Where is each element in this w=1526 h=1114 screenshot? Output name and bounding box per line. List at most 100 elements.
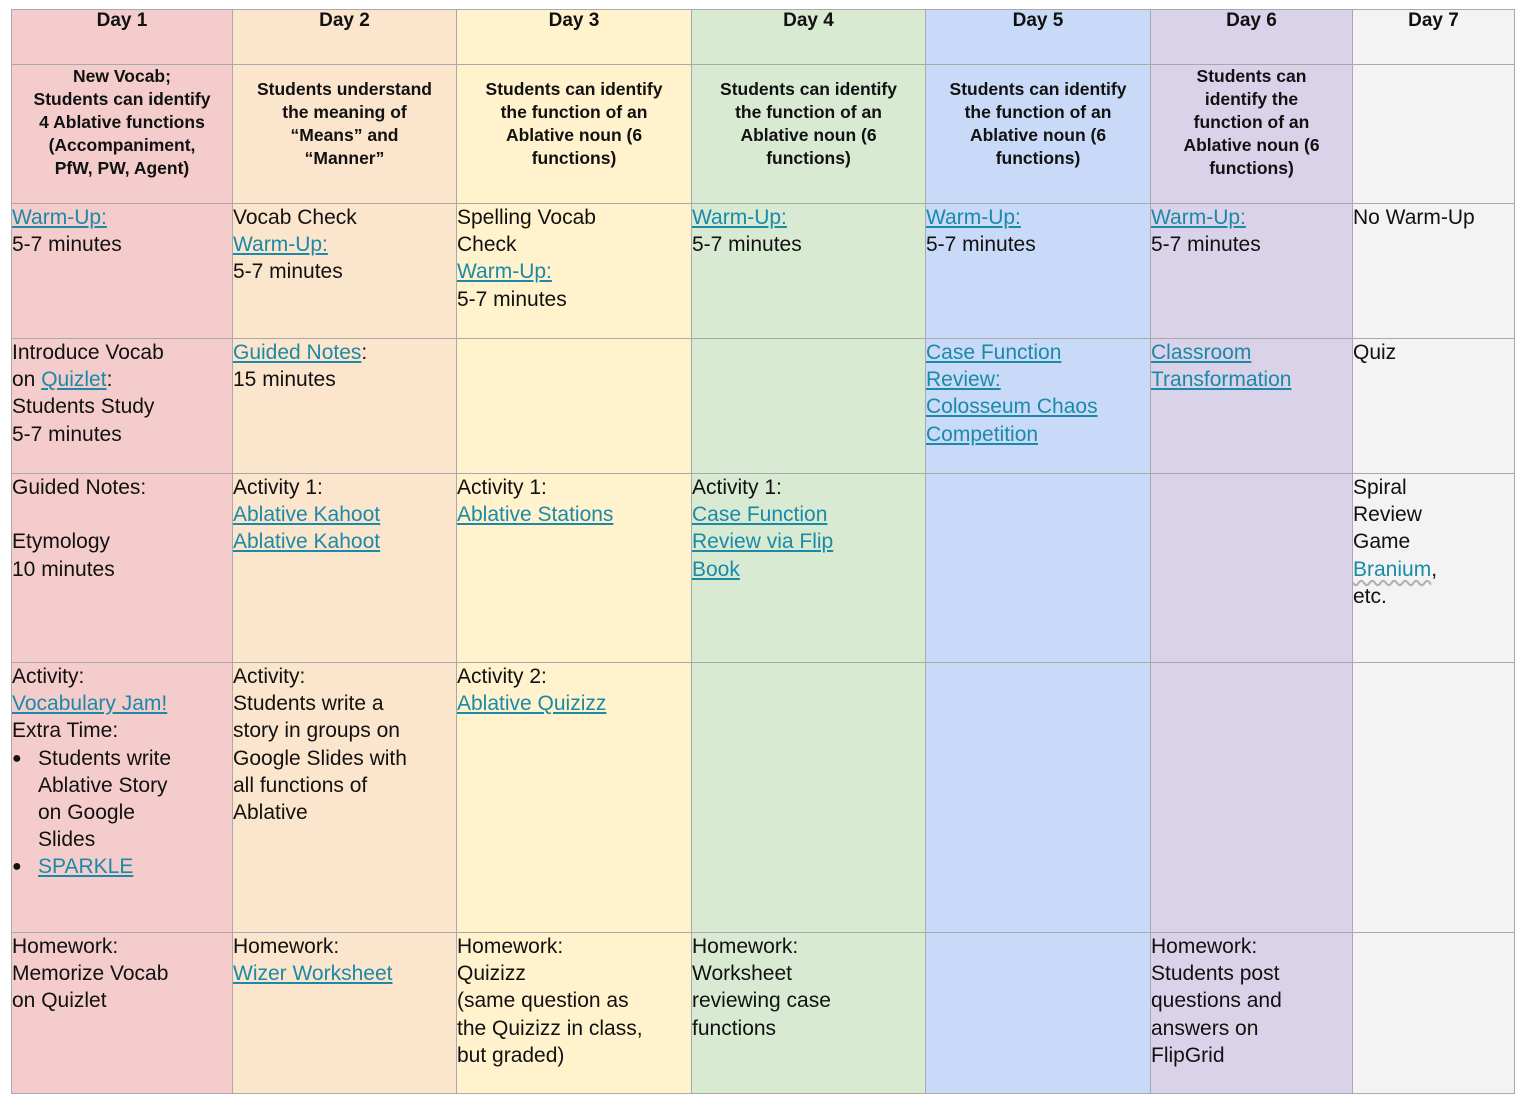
homework-text: answers on — [1151, 1016, 1259, 1040]
homework-text: reviewing case — [692, 989, 831, 1013]
ablative-kahoot-link[interactable]: Ablative Kahoot — [233, 503, 381, 527]
objective-line: Students can identify — [720, 79, 897, 99]
lesson-cell: Activity 1: Case Function Review via Fli… — [691, 473, 926, 663]
homework-text: Quizizz — [457, 962, 526, 986]
warmup-link[interactable]: Warm-Up: — [233, 233, 328, 257]
lesson-text: Spiral — [1353, 476, 1407, 499]
warmup-link[interactable]: Warm-Up: — [692, 206, 787, 229]
lesson-text: all functions of — [233, 773, 368, 797]
lesson-cell: Introduce Vocab on Quizlet: Students Stu… — [11, 338, 233, 474]
quizlet-link[interactable]: Quizlet — [41, 368, 107, 392]
lesson-text: Activity 2: — [457, 665, 547, 688]
flip-book-link[interactable]: Review via Flip — [692, 530, 834, 554]
ablative-quizizz-link[interactable]: Ablative Quizizz — [457, 692, 607, 716]
warmup-cell: Warm-Up: 5-7 minutes — [691, 203, 926, 339]
warmup-cell: Vocab Check Warm-Up: 5-7 minutes — [232, 203, 457, 339]
lesson-text-colon: : — [361, 341, 368, 364]
vocabulary-jam-link[interactable]: Vocabulary Jam! — [12, 692, 168, 716]
classroom-transformation-link[interactable]: Classroom — [1151, 341, 1252, 364]
sparkle-link[interactable]: SPARKLE — [38, 855, 134, 879]
ablative-stations-link[interactable]: Ablative Stations — [457, 503, 614, 527]
homework-text: Memorize Vocab — [12, 962, 169, 986]
lesson-cell: Case Function Review: Colosseum Chaos Co… — [925, 338, 1151, 474]
warmup-time: 5-7 minutes — [926, 233, 1036, 257]
lesson-cell: Guided Notes: Etymology 10 minutes — [11, 473, 233, 663]
flip-book-link[interactable]: Case Function — [692, 503, 828, 527]
lesson-cell-empty — [691, 338, 926, 474]
lesson-plan-table: Day 1 Day 2 Day 3 Day 4 Day 5 Day 6 Day … — [11, 9, 1515, 1094]
homework-text: Worksheet — [692, 962, 793, 986]
lesson-text: 15 minutes — [233, 368, 336, 392]
colosseum-chaos-link[interactable]: Competition — [926, 422, 1039, 446]
colosseum-chaos-link[interactable]: Case Function — [926, 341, 1062, 364]
lesson-cell-empty — [456, 338, 692, 474]
day-header: Day 1 — [11, 9, 233, 65]
homework-text: on Quizlet — [12, 989, 107, 1013]
homework-cell: Homework: Quizizz (same question as the … — [456, 932, 692, 1094]
objective-cell: New Vocab; Students can identify 4 Ablat… — [11, 64, 233, 204]
warmup-link[interactable]: Warm-Up: — [12, 206, 107, 229]
homework-cell: Homework: Students post questions and an… — [1150, 932, 1353, 1094]
objective-line: the meaning of — [282, 102, 407, 122]
lesson-text: Activity: — [233, 665, 306, 688]
guided-notes-link[interactable]: Guided Notes — [233, 341, 362, 364]
lesson-text: Students write — [38, 746, 172, 770]
list-item: Students write Ablative Story on Google … — [13, 745, 232, 854]
colosseum-chaos-link[interactable]: Review: — [926, 368, 1001, 392]
lesson-cell: Spiral Review Game Branium, etc. — [1352, 473, 1515, 663]
objective-line: “Means” and — [290, 125, 399, 145]
homework-text: the Quizizz in class, — [457, 1016, 643, 1040]
warmup-link[interactable]: Warm-Up: — [457, 260, 552, 284]
homework-label: Homework: — [1151, 935, 1258, 958]
warmup-cell: Warm-Up: 5-7 minutes — [1150, 203, 1353, 339]
warmup-link[interactable]: Warm-Up: — [1151, 206, 1246, 229]
classroom-transformation-link[interactable]: Transformation — [1151, 368, 1292, 392]
day-header: Day 4 — [691, 9, 926, 65]
lesson-cell-empty — [1150, 473, 1353, 663]
warmup-link[interactable]: Warm-Up: — [926, 206, 1021, 229]
lesson-text: Slides — [38, 828, 96, 852]
objective-cell: Students can identify the function of an… — [456, 64, 692, 204]
warmup-cell: No Warm-Up — [1352, 203, 1515, 339]
objective-line: New Vocab; — [73, 66, 171, 86]
objective-line: Ablative noun (6 — [505, 125, 643, 145]
objective-line: function of an — [1193, 112, 1310, 132]
ablative-kahoot-link[interactable]: Ablative Kahoot — [233, 530, 381, 554]
homework-label: Homework: — [692, 935, 799, 958]
lesson-text-on: on — [12, 368, 42, 392]
objective-line: the function of an — [964, 102, 1112, 122]
homework-label: Homework: — [12, 935, 119, 958]
branium-link[interactable]: Branium — [1353, 557, 1432, 581]
objective-line: Students can identify — [33, 89, 211, 109]
warmup-time: 5-7 minutes — [692, 233, 802, 257]
objective-cell: Students can identify the function of an… — [925, 64, 1151, 204]
lesson-text: etc. — [1353, 584, 1387, 608]
quiz-text: Quiz — [1353, 341, 1397, 364]
warmup-time: 5-7 minutes — [12, 233, 122, 257]
objective-line: functions) — [531, 148, 617, 168]
objective-line: “Manner” — [304, 148, 385, 168]
colosseum-chaos-link[interactable]: Colosseum Chaos — [926, 395, 1098, 419]
objective-line: 4 Ablative functions — [39, 112, 205, 132]
homework-cell: Homework: Wizer Worksheet — [232, 932, 457, 1094]
objective-line: functions) — [766, 148, 851, 168]
homework-label: Homework: — [457, 935, 564, 958]
no-warmup-text: No Warm-Up — [1353, 206, 1475, 229]
day-header: Day 3 — [456, 9, 692, 65]
warmup-cell: Warm-Up: 5-7 minutes — [11, 203, 233, 339]
objective-line: Ablative noun (6 — [740, 125, 877, 145]
objective-line: Students can identify — [485, 79, 663, 99]
objective-line: Students understand — [256, 79, 432, 99]
warmup-time: 5-7 minutes — [1151, 233, 1261, 257]
lesson-text: on Quizlet: — [12, 366, 232, 393]
spelling-check-text: Check — [457, 233, 517, 257]
lesson-text: Etymology — [12, 530, 111, 554]
homework-text: Students post — [1151, 962, 1280, 986]
flip-book-link[interactable]: Book — [692, 557, 740, 581]
objective-line: the function of an — [735, 102, 882, 122]
wizer-worksheet-link[interactable]: Wizer Worksheet — [233, 962, 393, 986]
day-header: Day 2 — [232, 9, 457, 65]
spelling-check-text: Spelling Vocab — [457, 206, 596, 229]
lesson-cell-empty — [1352, 662, 1515, 933]
lesson-cell-empty — [691, 662, 926, 933]
